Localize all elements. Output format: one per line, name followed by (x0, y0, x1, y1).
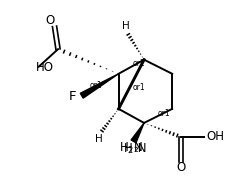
Text: or1: or1 (157, 109, 170, 118)
Text: $\mathregular{H_2N}$: $\mathregular{H_2N}$ (119, 141, 143, 156)
Text: or1: or1 (90, 81, 102, 90)
Polygon shape (131, 123, 144, 143)
Text: O: O (176, 161, 185, 174)
Text: or1: or1 (133, 59, 145, 68)
Text: H: H (122, 21, 129, 31)
Text: F: F (69, 90, 77, 103)
Text: HO: HO (36, 61, 54, 74)
Text: H: H (124, 142, 133, 155)
Text: O: O (46, 14, 55, 27)
Polygon shape (80, 74, 119, 98)
Text: OH: OH (206, 130, 224, 143)
Text: H: H (94, 134, 102, 144)
Text: or1: or1 (133, 83, 145, 92)
Text: ₂N: ₂N (133, 142, 147, 155)
